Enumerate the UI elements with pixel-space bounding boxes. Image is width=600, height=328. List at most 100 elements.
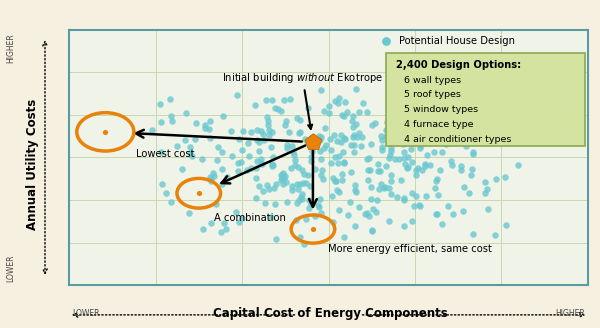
Point (295, 117, 304, 123)
Point (368, 229, 377, 234)
Point (205, 174, 214, 180)
Point (148, 127, 157, 132)
Point (217, 167, 227, 172)
Point (388, 111, 397, 116)
Point (460, 184, 469, 190)
Point (301, 216, 311, 221)
Point (394, 121, 404, 126)
Point (376, 133, 386, 138)
Point (338, 171, 347, 176)
Point (296, 130, 305, 135)
Point (324, 104, 334, 109)
Point (284, 129, 294, 134)
Point (252, 137, 262, 143)
Point (223, 175, 232, 180)
Point (375, 169, 385, 174)
Point (399, 224, 409, 229)
Point (316, 148, 325, 153)
Point (410, 127, 419, 132)
Point (366, 184, 376, 190)
Point (418, 167, 427, 173)
Point (334, 95, 344, 101)
Point (221, 226, 231, 231)
Point (443, 203, 452, 209)
Point (304, 197, 314, 202)
Point (368, 207, 377, 212)
Point (348, 124, 358, 129)
Point (350, 188, 359, 193)
Point (286, 96, 295, 102)
Text: Capital Cost of Energy Components: Capital Cost of Energy Components (212, 307, 448, 320)
Text: LOWER: LOWER (6, 255, 16, 282)
Point (191, 121, 201, 126)
Point (348, 134, 358, 139)
Point (299, 172, 308, 177)
Point (376, 182, 386, 187)
Point (212, 158, 222, 163)
Point (297, 197, 307, 202)
Text: A combination: A combination (214, 214, 286, 223)
Point (306, 138, 316, 144)
Point (402, 166, 412, 171)
Point (283, 142, 292, 147)
Point (385, 152, 395, 157)
Point (332, 138, 341, 143)
Point (346, 143, 356, 148)
Point (420, 161, 430, 166)
Point (334, 153, 344, 158)
Point (290, 163, 300, 168)
Point (348, 113, 358, 119)
Point (308, 226, 318, 232)
Point (386, 145, 396, 150)
Point (358, 100, 368, 105)
Point (370, 120, 380, 126)
Point (326, 147, 336, 152)
Point (253, 127, 262, 133)
Point (410, 137, 419, 143)
Point (320, 108, 329, 113)
Point (268, 98, 277, 103)
Point (277, 108, 286, 113)
Point (492, 114, 502, 119)
Point (294, 131, 304, 136)
Point (181, 111, 191, 116)
Point (347, 118, 356, 123)
Point (360, 212, 370, 217)
Point (206, 178, 216, 183)
Point (310, 167, 320, 172)
Point (233, 169, 243, 174)
Point (407, 218, 416, 223)
Point (412, 106, 422, 112)
Point (200, 125, 209, 131)
Point (185, 211, 194, 216)
Point (442, 141, 451, 146)
Point (340, 160, 349, 165)
Point (467, 138, 477, 143)
Point (217, 181, 227, 186)
Point (298, 180, 307, 185)
Point (260, 137, 269, 143)
Point (254, 183, 263, 189)
Text: 5 roof types: 5 roof types (404, 91, 461, 99)
Point (316, 173, 326, 178)
Point (363, 167, 373, 172)
Point (377, 144, 386, 150)
Point (308, 135, 317, 140)
Point (331, 178, 341, 183)
Point (220, 220, 229, 226)
Point (367, 228, 376, 233)
Point (331, 154, 340, 159)
Point (413, 165, 423, 171)
Point (307, 148, 317, 154)
Point (206, 220, 216, 225)
Point (260, 201, 269, 206)
Point (280, 122, 289, 128)
Point (292, 181, 302, 186)
Point (466, 173, 476, 178)
Point (340, 135, 349, 140)
Text: HIGHER: HIGHER (6, 33, 16, 63)
Point (270, 106, 280, 111)
Point (429, 114, 439, 120)
Point (396, 177, 406, 182)
Point (374, 161, 383, 167)
